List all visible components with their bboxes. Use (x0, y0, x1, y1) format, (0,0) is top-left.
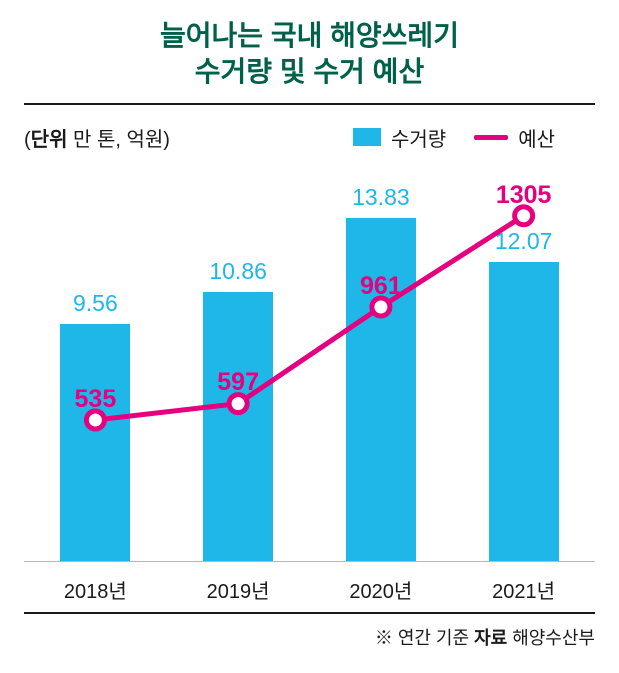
line-value-label: 597 (217, 368, 259, 397)
bar (346, 218, 416, 562)
line-value-label: 961 (360, 272, 402, 301)
title-line-1: 늘어나는 국내 해양쓰레기 (160, 20, 459, 51)
x-axis-labels: 2018년2019년2020년2021년 (24, 565, 595, 604)
x-label: 2019년 (167, 575, 310, 604)
baseline (24, 561, 595, 562)
bar (489, 262, 559, 562)
bar-column: 9.56 (24, 164, 167, 562)
line-value-label: 1305 (496, 181, 552, 210)
legend-line-label: 예산 (518, 123, 555, 152)
chart-area: 9.5610.8613.8312.07 5355979611305 2018년2… (24, 164, 595, 604)
bar-column: 10.86 (167, 164, 310, 562)
bar-column: 13.83 (310, 164, 453, 562)
x-label: 2021년 (452, 575, 595, 604)
bar (60, 324, 130, 562)
bar (203, 292, 273, 562)
legend-bar: 수거량 (353, 123, 446, 152)
x-label: 2018년 (24, 575, 167, 604)
bar-column: 12.07 (452, 164, 595, 562)
legend-row: (단위 만 톤, 억원) 수거량 예산 (0, 105, 619, 160)
bar-value-label: 10.86 (209, 258, 267, 285)
bar-value-label: 13.83 (352, 184, 410, 211)
bar-value-label: 9.56 (73, 290, 118, 317)
legend-line: 예산 (474, 123, 555, 152)
title-line-2: 수거량 및 수거 예산 (195, 56, 424, 87)
bar-swatch-icon (353, 128, 381, 146)
x-label: 2020년 (310, 575, 453, 604)
footnote: ※ 연간 기준 자료 해양수산부 (0, 614, 619, 650)
legend-bar-label: 수거량 (391, 123, 446, 152)
chart-title: 늘어나는 국내 해양쓰레기 수거량 및 수거 예산 (0, 0, 619, 103)
plot-area: 9.56 10.86 13.83 12.07 535 597 961 1305 (24, 164, 595, 562)
bar-value-label: 12.07 (495, 228, 553, 255)
line-value-label: 535 (75, 385, 117, 414)
line-swatch-icon (474, 135, 508, 140)
legend-items: 수거량 예산 (353, 123, 555, 152)
unit-label: (단위 만 톤, 억원) (24, 123, 170, 152)
bars-container: 9.56 10.86 13.83 12.07 (24, 164, 595, 562)
